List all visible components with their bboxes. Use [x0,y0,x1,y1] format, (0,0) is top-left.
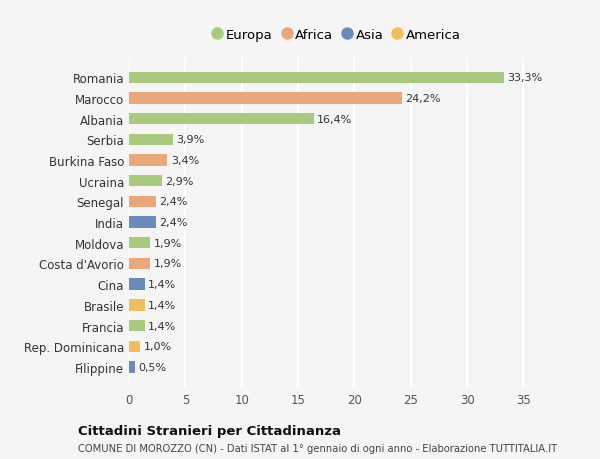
Bar [129,196,156,207]
Text: 2,9%: 2,9% [165,176,193,186]
Bar [129,134,173,146]
Bar [129,362,134,373]
Text: 1,0%: 1,0% [143,341,172,352]
Text: 33,3%: 33,3% [508,73,543,83]
Text: 1,4%: 1,4% [148,321,176,331]
Bar [129,300,145,311]
Text: 2,4%: 2,4% [160,218,188,228]
Legend: Europa, Africa, Asia, America: Europa, Africa, Asia, America [210,24,465,45]
Text: 1,4%: 1,4% [148,280,176,290]
Text: 24,2%: 24,2% [405,94,440,104]
Bar [129,320,145,331]
Text: COMUNE DI MOROZZO (CN) - Dati ISTAT al 1° gennaio di ogni anno - Elaborazione TU: COMUNE DI MOROZZO (CN) - Dati ISTAT al 1… [78,443,557,453]
Bar [129,73,504,84]
Text: Cittadini Stranieri per Cittadinanza: Cittadini Stranieri per Cittadinanza [78,424,341,437]
Bar [129,93,402,104]
Bar [129,258,151,269]
Bar [129,341,140,352]
Bar [129,114,314,125]
Bar [129,217,156,228]
Bar [129,279,145,290]
Bar [129,155,167,166]
Text: 1,9%: 1,9% [154,238,182,248]
Bar [129,238,151,249]
Text: 2,4%: 2,4% [160,197,188,207]
Text: 3,9%: 3,9% [176,135,205,145]
Text: 1,4%: 1,4% [148,300,176,310]
Bar [129,176,161,187]
Text: 1,9%: 1,9% [154,259,182,269]
Text: 16,4%: 16,4% [317,114,352,124]
Text: 3,4%: 3,4% [170,156,199,166]
Text: 0,5%: 0,5% [138,362,166,372]
